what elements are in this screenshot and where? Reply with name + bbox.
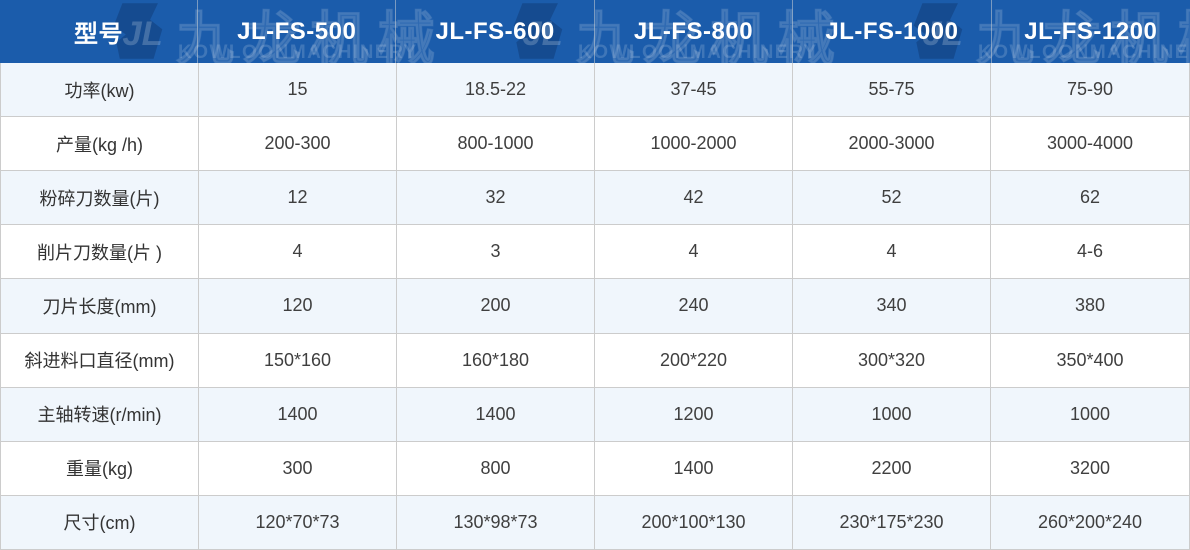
spec-value-cell: 1000-2000 xyxy=(595,117,793,171)
spec-value-cell: 4 xyxy=(793,225,991,279)
row-label: 功率(kw) xyxy=(1,63,199,117)
spec-value-cell: 3200 xyxy=(1069,457,1111,478)
table-body: 功率(kw) 15 18.5-22 37-45 55-75 75-90 产量(k… xyxy=(0,63,1190,550)
spec-row-crushing-blades: 粉碎刀数量(片) 12 32 42 52 62 xyxy=(1,171,1189,226)
spec-value-cell: 37-45 xyxy=(595,63,793,117)
spec-value-cell: 12 xyxy=(199,171,397,225)
header-cell-jl-fs-600: JL-FS-600 xyxy=(396,0,595,63)
row-label: 斜进料口直径(mm) xyxy=(1,333,199,387)
spec-value-cell: 800-1000 xyxy=(397,117,595,171)
spec-value-cell: 18.5-22 xyxy=(397,63,595,117)
spec-value-cell: 15 xyxy=(199,63,397,117)
header-cell-jl-fs-1000: JL-FS-1000 xyxy=(793,0,992,63)
spec-value-cell: 1400 xyxy=(199,387,397,441)
spec-value-cell: 1200 xyxy=(595,387,793,441)
header-cell-jl-fs-500: JL-FS-500 xyxy=(198,0,397,63)
spec-row-inlet-diameter: 斜进料口直径(mm) 150*160 160*180 200*220 300*3… xyxy=(1,333,1189,388)
row-label: 刀片长度(mm) xyxy=(1,279,199,333)
spec-value-cell: 4 xyxy=(595,225,793,279)
spec-value-cell: 240 xyxy=(595,279,793,333)
spec-value-cell: 380 xyxy=(1074,295,1106,316)
spec-value-cell: 62 xyxy=(1079,187,1101,208)
row-label: 重量(kg) xyxy=(1,441,199,495)
spec-value-cell: 3000-4000 xyxy=(1046,133,1134,154)
row-label: 削片刀数量(片 ) xyxy=(1,225,199,279)
spec-value-cell: 1000 xyxy=(1069,403,1111,424)
spec-row-chipping-blades: 削片刀数量(片 ) 4 3 4 4 4-6 xyxy=(1,225,1189,280)
spec-row-power: 功率(kw) 15 18.5-22 37-45 55-75 75-90 xyxy=(1,63,1189,118)
spec-value-cell: 1400 xyxy=(595,441,793,495)
row-label: 产量(kg /h) xyxy=(1,117,199,171)
spec-value-cell: 55-75 xyxy=(793,63,991,117)
spec-row-dimensions: 尺寸(cm) 120*70*73 130*98*73 200*100*130 2… xyxy=(1,495,1189,549)
spec-value-cell: 52 xyxy=(793,171,991,225)
table-header-row: JL 九龙机械 KOWLOONMACHINERY JL 九龙机械 KOWLOON… xyxy=(0,0,1190,63)
header-cell-jl-fs-1200: JL-FS-1200 xyxy=(1024,17,1158,45)
spec-row-output: 产量(kg /h) 200-300 800-1000 1000-2000 200… xyxy=(1,117,1189,172)
spec-value-cell: 300 xyxy=(199,441,397,495)
spec-row-blade-length: 刀片长度(mm) 120 200 240 340 380 xyxy=(1,279,1189,334)
spec-value-cell: 200 xyxy=(397,279,595,333)
row-label: 尺寸(cm) xyxy=(1,495,199,549)
spec-value-cell: 800 xyxy=(397,441,595,495)
spec-value-cell: 2000-3000 xyxy=(793,117,991,171)
spec-value-cell: 200*100*130 xyxy=(595,495,793,549)
spec-value-cell: 350*400 xyxy=(1056,349,1124,370)
row-label: 主轴转速(r/min) xyxy=(1,387,199,441)
header-cell-model-label: 型号 xyxy=(0,0,198,63)
spec-value-cell: 260*200*240 xyxy=(1037,511,1143,532)
row-label: 粉碎刀数量(片) xyxy=(1,171,199,225)
spec-value-cell: 3 xyxy=(397,225,595,279)
spec-row-spindle-speed: 主轴转速(r/min) 1400 1400 1200 1000 1000 xyxy=(1,387,1189,442)
spec-row-weight: 重量(kg) 300 800 1400 2200 3200 xyxy=(1,441,1189,496)
spec-value-cell: 1400 xyxy=(397,387,595,441)
spec-value-cell: 230*175*230 xyxy=(793,495,991,549)
spec-value-cell: 32 xyxy=(397,171,595,225)
spec-value-cell: 300*320 xyxy=(793,333,991,387)
spec-value-cell: 120*70*73 xyxy=(199,495,397,549)
spec-value-cell: 200*220 xyxy=(595,333,793,387)
header-cell-jl-fs-800: JL-FS-800 xyxy=(595,0,794,63)
spec-value-cell: 2200 xyxy=(793,441,991,495)
spec-value-cell: 4 xyxy=(199,225,397,279)
spec-value-cell: 340 xyxy=(793,279,991,333)
spec-value-cell: 42 xyxy=(595,171,793,225)
spec-value-cell: 120 xyxy=(199,279,397,333)
spec-value-cell: 130*98*73 xyxy=(397,495,595,549)
spec-value-cell: 4-6 xyxy=(1076,241,1103,262)
spec-value-cell: 160*180 xyxy=(397,333,595,387)
spec-value-cell: 75-90 xyxy=(1066,79,1114,100)
spec-value-cell: 1000 xyxy=(793,387,991,441)
spec-value-cell: 150*160 xyxy=(199,333,397,387)
spec-value-cell: 200-300 xyxy=(199,117,397,171)
